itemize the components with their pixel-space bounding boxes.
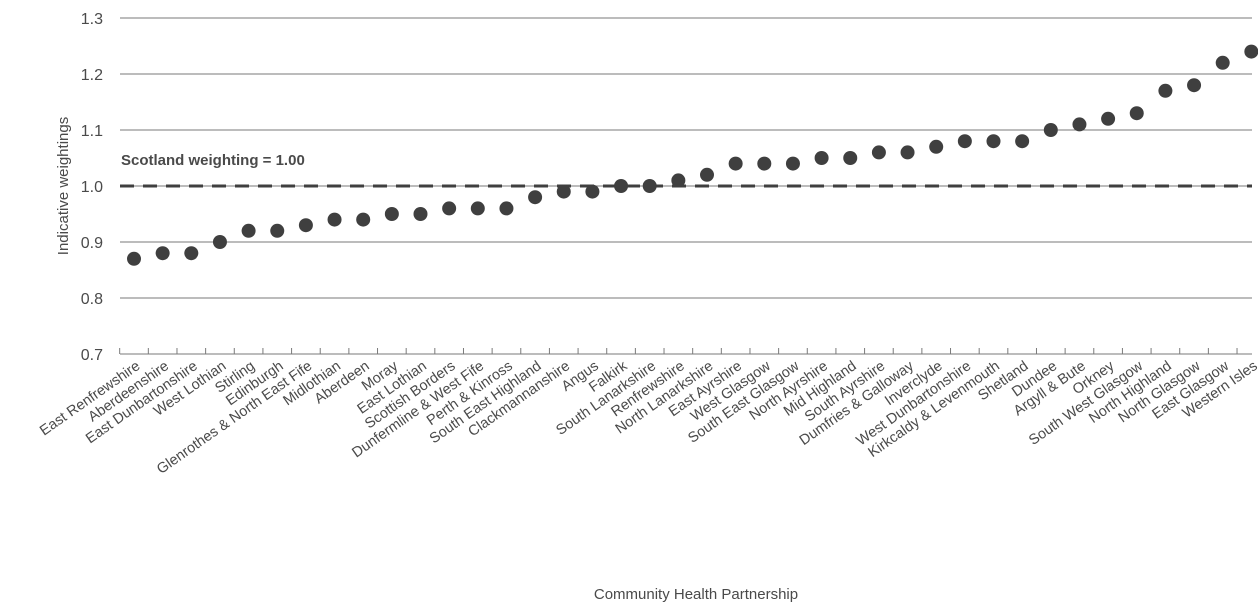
data-point: [184, 246, 199, 261]
y-tick-label: 0.8: [81, 291, 103, 308]
x-axis-title: Community Health Partnership: [594, 586, 798, 602]
data-point: [1101, 111, 1116, 126]
y-tick-label: 0.7: [81, 347, 103, 364]
data-point: [127, 251, 141, 266]
data-point: [814, 151, 829, 165]
data-point: [929, 139, 944, 154]
data-point: [1043, 123, 1058, 137]
data-point: [1072, 117, 1087, 132]
y-axis-title: Indicative weightings: [55, 117, 72, 255]
data-point: [1129, 106, 1144, 121]
data-point: [1187, 78, 1202, 93]
data-point: [1158, 83, 1173, 98]
data-point: [1015, 134, 1030, 149]
data-point: [642, 179, 657, 193]
data-point: [155, 246, 170, 261]
data-point: [700, 167, 714, 182]
data-point: [327, 212, 342, 227]
data-point: [442, 201, 457, 216]
y-tick-label: 1.2: [81, 67, 103, 84]
data-point: [270, 223, 285, 238]
data-point: [1244, 44, 1258, 59]
reference-line: Scotland weighting = 1.00: [120, 152, 1252, 188]
data-point: [413, 207, 428, 221]
reference-line-label: Scotland weighting = 1.00: [121, 152, 305, 169]
data-point: [986, 134, 1001, 149]
y-tick-label: 0.9: [81, 235, 103, 252]
data-point: [871, 145, 886, 160]
data-point: [212, 235, 227, 249]
data-point: [470, 201, 485, 216]
data-point: [241, 223, 256, 238]
y-tick-label: 1.0: [81, 179, 103, 196]
data-point: [528, 190, 543, 205]
data-point: [556, 184, 571, 199]
data-point: [900, 145, 915, 160]
data-point: [384, 207, 399, 221]
y-axis: 0.7 0.8 0.9 1.0 1.1 1.2 1.3: [81, 11, 103, 364]
data-point: [728, 156, 743, 171]
data-point: [499, 201, 514, 216]
data-point: [356, 212, 371, 227]
data-point: [671, 173, 686, 188]
data-point: [614, 179, 629, 193]
data-points: [127, 44, 1258, 266]
y-tick-label: 1.1: [81, 123, 103, 140]
data-point: [1215, 55, 1230, 70]
data-point: [957, 134, 972, 149]
data-point: [757, 156, 772, 171]
data-point: [785, 156, 800, 171]
data-point: [585, 184, 600, 199]
y-tick-label: 1.3: [81, 11, 103, 28]
data-point: [843, 151, 858, 165]
data-point: [298, 218, 313, 233]
